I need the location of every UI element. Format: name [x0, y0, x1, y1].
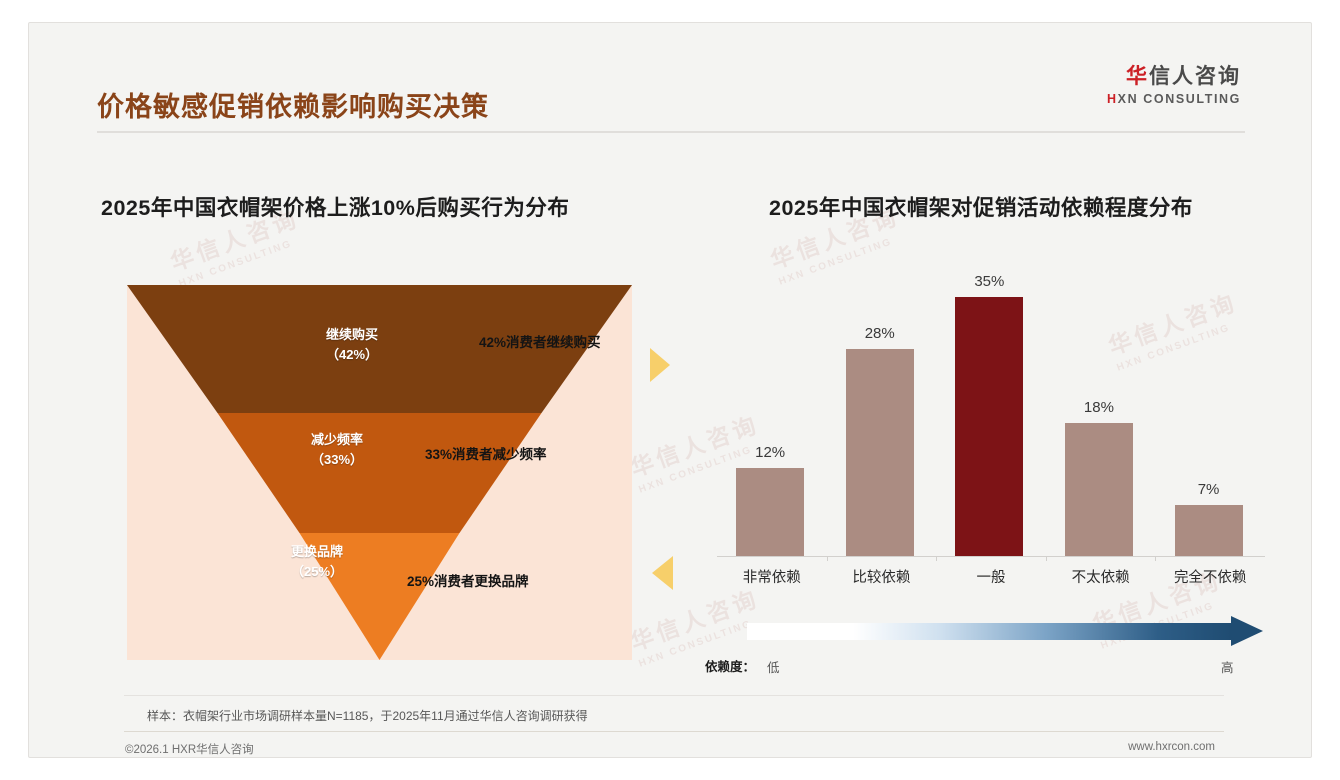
axis-tick [1155, 556, 1157, 561]
funnel-side-label-0: 42%消费者继续购买 [479, 335, 601, 350]
funnel-segment-label-0: 继续购买 （42%） [282, 325, 422, 365]
bar-category-label: 非常依赖 [742, 570, 801, 586]
axis-tick [936, 556, 938, 561]
footnote-divider [124, 695, 1224, 696]
funnel-chart: 继续购买 （42%） 减少频率 （33%） 更换品牌 （25%） 42%消费者继… [127, 285, 632, 660]
bar-value-label: 12% [755, 443, 786, 461]
bar [955, 297, 1024, 557]
funnel-segment-0 [127, 285, 632, 413]
logo-en-rest: XN CONSULTING [1117, 92, 1241, 107]
logo-cn-accent: 华 [1126, 65, 1149, 88]
arrow-right-icon [1231, 616, 1263, 646]
bar-column: 12% [717, 275, 823, 557]
logo-en-accent: H [1107, 92, 1118, 107]
footnote-text: 样本：衣帽架行业市场调研样本量N=1185，于2025年11月通过华信人咨询调研… [147, 709, 588, 723]
left-chart-title: 2025年中国衣帽架价格上涨10%后购买行为分布 [101, 196, 570, 220]
bar [845, 349, 914, 557]
bar-category-label: 一般 [976, 570, 1006, 586]
bar [736, 467, 805, 557]
footer-website: www.hxrcon.com [1128, 741, 1215, 753]
funnel-side-label-2: 25%消费者更换品牌 [407, 574, 529, 589]
funnel-seg0-name: 继续购买 [325, 327, 378, 342]
slide-header: 价格敏感促销依赖影响购买决策 华信人咨询 HXN CONSULTING [29, 23, 1311, 133]
bar-column: 35% [936, 273, 1042, 557]
page-title: 价格敏感促销依赖影响购买决策 [97, 92, 489, 122]
dependency-gradient [747, 616, 1265, 646]
funnel-seg2-name: 更换品牌 [290, 544, 343, 559]
funnel-seg2-value: （25%） [290, 564, 344, 580]
bar-value-label: 35% [974, 273, 1005, 291]
bar-category-label: 比较依赖 [852, 570, 911, 586]
footer-divider [124, 731, 1224, 732]
brand-logo: 华信人咨询 HXN CONSULTING [1107, 65, 1241, 106]
triangle-right-icon [650, 348, 670, 382]
title-divider [97, 131, 1245, 133]
funnel-segment-label-2: 更换品牌 （25%） [247, 542, 387, 582]
footer-copyright: ©2026.1 HXR华信人咨询 [125, 744, 254, 756]
funnel-seg1-name: 减少频率 [310, 432, 363, 447]
gradient-caption: 依赖度： [705, 660, 756, 674]
watermark-en: HXN CONSULTING [177, 238, 294, 290]
bar-category-label: 完全不依赖 [1173, 570, 1247, 586]
gradient-bar [747, 623, 1231, 640]
funnel-segment-label-1: 减少频率 （33%） [267, 430, 407, 470]
axis-tick [1045, 556, 1047, 561]
logo-en: HXN CONSULTING [1107, 92, 1241, 106]
funnel-segment-1 [217, 413, 542, 533]
slide-canvas: 华信人咨询 HXN CONSULTING 华信人咨询 HXN CONSULTIN… [28, 22, 1312, 758]
gradient-high-label: 高 [1221, 661, 1234, 675]
bar-value-label: 28% [864, 325, 895, 343]
bar-column: 7% [1155, 275, 1261, 557]
logo-cn-rest: 信人咨询 [1149, 65, 1241, 88]
bar [1064, 423, 1133, 557]
bar-column: 28% [827, 275, 933, 557]
bar-axis-line [717, 556, 1265, 557]
bar-column: 18% [1046, 275, 1152, 557]
bar-value-label: 18% [1083, 399, 1114, 417]
triangle-left-icon [652, 556, 673, 590]
funnel-seg1-value: （33%） [310, 452, 364, 468]
funnel-shape [127, 285, 632, 660]
logo-cn: 华信人咨询 [1107, 65, 1241, 88]
axis-tick [826, 556, 828, 561]
bar-value-label: 7% [1197, 481, 1220, 499]
bar-plot-area: 12% 28% 35% 18% 7% [717, 273, 1265, 557]
bar-category-label: 不太依赖 [1071, 570, 1130, 586]
bar [1174, 505, 1243, 557]
bar-chart: 12% 28% 35% 18% 7% [689, 273, 1279, 605]
gradient-low-label: 低 [767, 661, 780, 675]
funnel-segment-2 [299, 533, 460, 660]
right-chart-title: 2025年中国衣帽架对促销活动依赖程度分布 [769, 196, 1193, 220]
funnel-seg0-value: （42%） [325, 347, 379, 363]
funnel-side-label-1: 33%消费者减少频率 [425, 447, 547, 462]
